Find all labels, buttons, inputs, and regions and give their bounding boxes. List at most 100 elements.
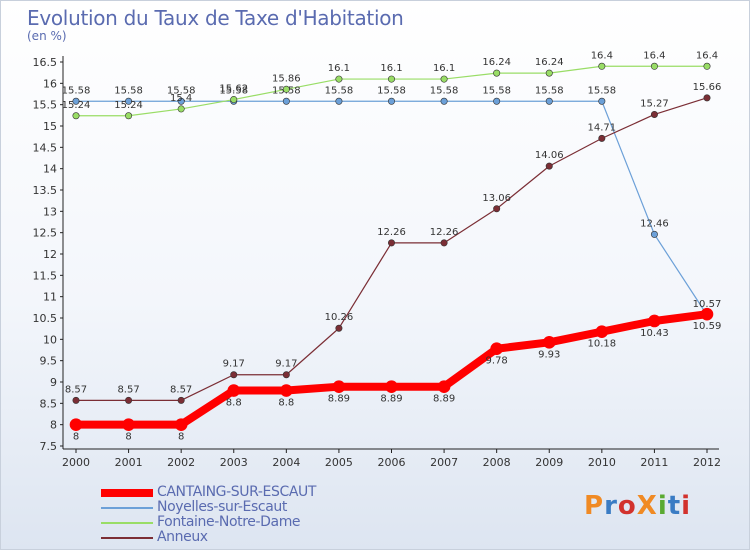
data-label: 8.57 [170,384,192,395]
data-label: 10.43 [640,328,669,339]
data-label: 15.24 [62,100,91,111]
data-label: 12.46 [640,218,669,229]
legend-label: CANTAING-SUR-ESCAUT [157,484,316,500]
y-tick-label: 10.5 [33,312,58,325]
data-point [598,97,606,105]
logo-letter: X [636,491,658,521]
data-label: 8.89 [380,394,402,405]
legend-swatch [101,489,153,497]
data-point [387,97,395,105]
data-label: 14.71 [588,122,617,133]
data-label: 9.78 [486,356,508,367]
data-label: 15.58 [219,85,248,96]
data-point [177,396,185,404]
data-point [332,380,346,393]
data-point [545,97,553,105]
data-label: 16.1 [328,63,350,74]
data-point [545,69,553,77]
data-point [282,85,290,93]
y-axis-unit-label: (en %) [27,29,67,43]
data-point [440,97,448,105]
data-point [493,205,501,213]
y-tick-label: 16 [43,77,57,90]
data-point [542,336,556,349]
data-label: 15.58 [377,85,406,96]
data-label: 15.27 [640,98,669,109]
data-point [440,75,448,83]
data-label: 15.24 [114,100,143,111]
data-point [650,110,658,118]
x-tick-label: 2003 [220,456,248,469]
data-point [177,105,185,113]
series-line [76,310,708,429]
data-label: 9.17 [275,359,297,370]
x-tick-label: 2011 [640,456,668,469]
data-label: 15.58 [325,85,354,96]
legend-swatch [101,507,153,509]
chart-series-lines [69,62,714,431]
y-tick-label: 12 [43,248,57,261]
data-label: 15.58 [167,85,196,96]
data-point [545,162,553,170]
data-point [387,239,395,247]
x-tick-label: 2004 [272,456,300,469]
data-label: 16.24 [482,57,511,68]
data-label: 9.17 [223,359,245,370]
data-label: 8.8 [226,398,242,409]
y-tick-label: 15.5 [33,99,58,112]
data-label: 13.06 [482,193,511,204]
y-tick-label: 9.5 [40,355,58,368]
data-point [282,97,290,105]
data-point [230,371,238,379]
data-label: 8.8 [278,398,294,409]
y-tick-label: 11 [43,291,57,304]
data-point [703,62,711,70]
data-point [440,239,448,247]
logo-letter: t [667,491,682,521]
y-tick-label: 11.5 [33,269,58,282]
data-point [650,62,658,70]
data-point [69,418,83,431]
data-point [72,97,80,105]
data-label: 10.59 [693,321,722,332]
legend-label: Fontaine-Notre-Dame [157,514,301,530]
x-tick-label: 2006 [378,456,406,469]
data-point [387,75,395,83]
y-tick-label: 7.5 [40,440,58,453]
legend-label: Anneux [157,529,208,545]
y-tick-label: 13 [43,205,57,218]
data-point [230,96,238,104]
data-label: 8.89 [328,394,350,405]
data-label: 10.18 [588,339,617,350]
x-tick-label: 2000 [62,456,90,469]
x-tick-label: 2005 [325,456,353,469]
chart-axes: 7.5 8 8.5 9 9.5 10 10.5 11 11.5 12 12.5 13 13.5 14 14.… [33,56,721,469]
data-label: 16.24 [535,57,564,68]
data-label: 10.26 [325,312,354,323]
y-tick-label: 14.5 [33,141,58,154]
data-point [72,112,80,120]
data-label: 16.1 [380,63,402,74]
legend-label: Noyelles-sur-Escaut [157,499,287,515]
y-tick-label: 8.5 [40,397,58,410]
data-label: 16.1 [433,63,455,74]
data-label: 16.4 [696,50,718,61]
data-label: 9.93 [538,349,560,360]
data-label: 15.58 [430,85,459,96]
data-label: 15.66 [693,82,722,93]
data-label: 14.06 [535,150,564,161]
data-label: 16.4 [591,50,613,61]
data-label: 15.4 [170,93,192,104]
data-label: 8 [125,432,131,443]
data-label: 15.58 [482,85,511,96]
data-label: 15.58 [535,85,564,96]
logo-letter: P [584,491,605,521]
data-point [280,384,293,397]
data-point [125,97,133,105]
data-point [125,396,133,404]
x-tick-label: 2009 [535,456,563,469]
data-point [598,62,606,70]
x-tick-label: 2002 [167,456,195,469]
data-label: 12.26 [430,227,459,238]
